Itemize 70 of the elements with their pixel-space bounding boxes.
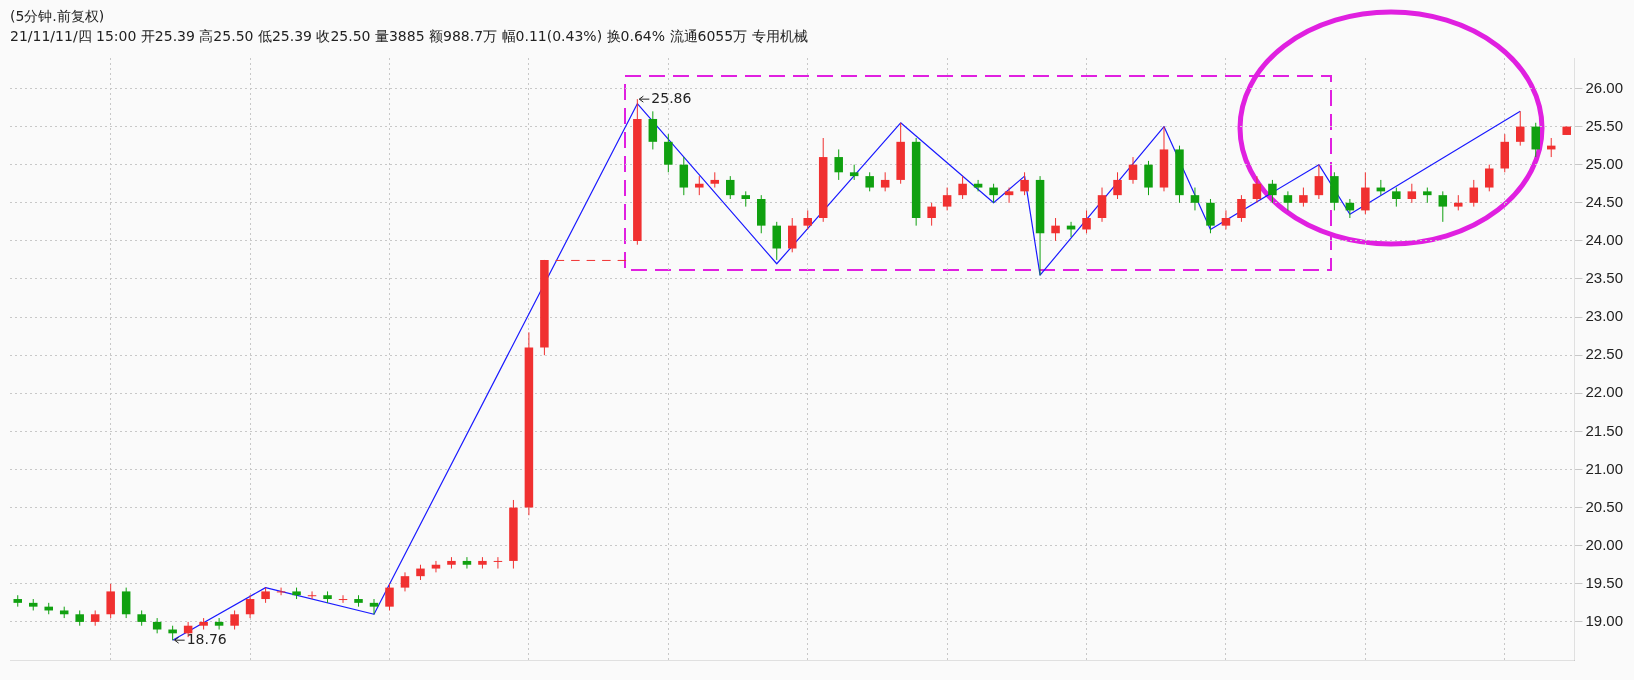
candlestick [880, 171, 890, 192]
candlestick [1097, 187, 1107, 223]
chart-subtitle: 21/11/11/四 15:00 开25.39 高25.50 低25.39 收25.50 量3885 额988.7万 幅0.11(0.43%) 换0.64% 流通6055万 专用机械 [10, 27, 808, 46]
candlestick [1515, 110, 1525, 147]
candlestick [1438, 190, 1448, 223]
candlestick [369, 598, 379, 615]
candlestick [1082, 209, 1091, 234]
y-tick-label: 25.50 [1585, 116, 1624, 134]
candlestick [1407, 183, 1417, 204]
candlestick [230, 609, 239, 631]
candlestick [1361, 171, 1370, 215]
candlestick [787, 217, 797, 253]
chart-title: (5分钟.前复权) [10, 7, 106, 26]
candlestick [1237, 194, 1246, 223]
candlestick [1299, 187, 1308, 208]
candlestick [726, 175, 735, 200]
candlestick [1020, 171, 1029, 196]
candlestick [214, 617, 224, 631]
y-tick-label: 26.00 [1585, 78, 1624, 96]
candlestick [772, 221, 781, 261]
candlestick [1206, 198, 1215, 234]
candlestick [1144, 160, 1153, 196]
annotation: 25.86 [651, 89, 692, 106]
candlestick [679, 156, 689, 196]
candlestick [1221, 209, 1231, 230]
y-tick-label: 20.00 [1585, 535, 1624, 553]
candlestick [385, 583, 394, 611]
candlestick [1392, 187, 1401, 208]
y-tick-label: 24.50 [1585, 192, 1624, 210]
candlestick [245, 594, 255, 619]
y-tick-label: 23.00 [1585, 307, 1624, 325]
annotation: 18.76 [186, 630, 227, 647]
y-tick-label: 23.50 [1585, 269, 1624, 287]
y-tick-label: 19.00 [1585, 612, 1624, 630]
candlestick [664, 133, 673, 173]
candlestick [431, 560, 441, 573]
candlestick [1314, 164, 1324, 200]
y-tick-label: 21.50 [1585, 421, 1624, 439]
candlestick [1252, 175, 1262, 204]
candlestick [1485, 164, 1494, 192]
y-tick-label: 22.00 [1585, 383, 1624, 401]
candlestick [834, 148, 843, 181]
candlestick [1128, 156, 1138, 185]
y-tick-label: 19.50 [1585, 573, 1624, 591]
candlestick [942, 187, 952, 211]
candlestick [400, 571, 410, 592]
candlestick [462, 556, 472, 570]
candlestick [1531, 122, 1540, 158]
candlestick [958, 175, 967, 200]
candlestick [973, 179, 983, 192]
y-tick-label: 20.50 [1585, 497, 1624, 515]
candlestick [648, 110, 658, 150]
y-tick-label: 25.00 [1585, 154, 1624, 172]
candlestick [989, 183, 998, 204]
candlestick [106, 583, 115, 619]
candlestick [1469, 179, 1479, 208]
y-tick-label: 21.00 [1585, 459, 1624, 477]
candlestick [803, 209, 812, 230]
candlestick [1113, 171, 1122, 200]
candlestick [1051, 217, 1060, 242]
candlestick [1190, 187, 1200, 211]
candlestick [865, 171, 874, 192]
y-tick-label: 24.00 [1585, 231, 1624, 249]
candlestick [695, 175, 704, 196]
candlestick [927, 202, 936, 227]
candlestick [121, 587, 131, 619]
candlestick [1268, 179, 1277, 204]
y-tick-label: 22.50 [1585, 345, 1624, 363]
candlestick [1004, 187, 1014, 204]
candlestick [1283, 190, 1293, 211]
